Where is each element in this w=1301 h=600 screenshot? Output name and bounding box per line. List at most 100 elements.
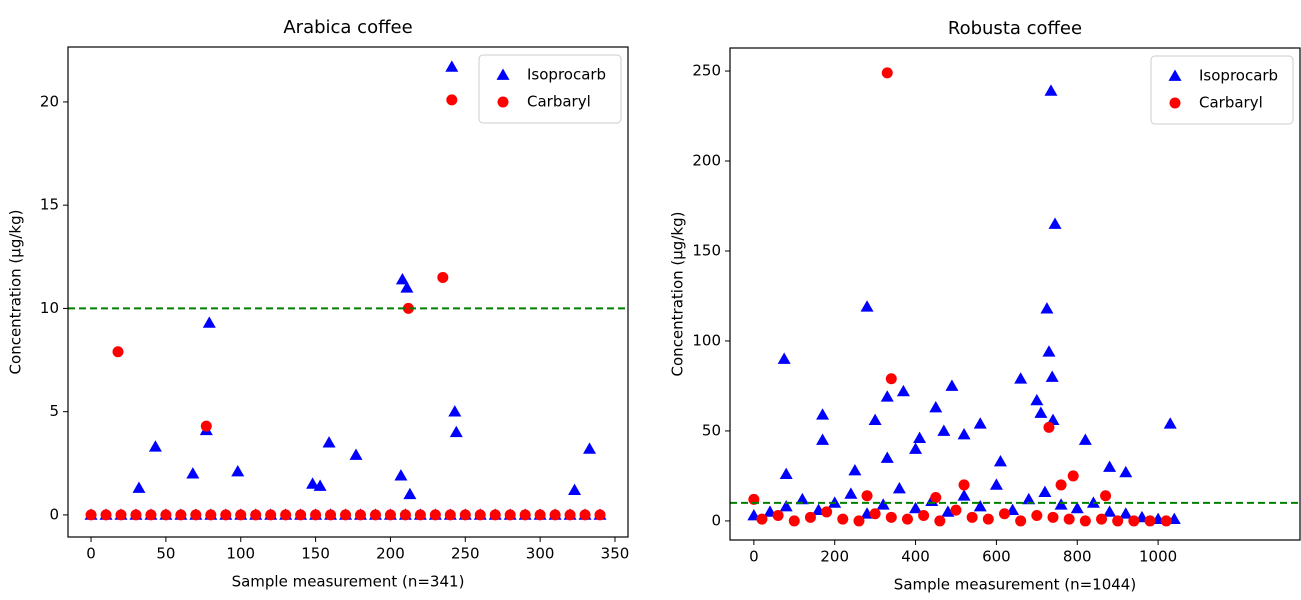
triangle-marker (844, 487, 858, 499)
triangle-marker (1045, 370, 1059, 382)
x-tick-label: 800 (1063, 548, 1092, 566)
circle-marker (1079, 515, 1091, 527)
triangle-marker (993, 455, 1007, 467)
circle-marker (564, 509, 576, 521)
y-tick-label: 50 (702, 421, 721, 439)
y-axis-label: Concentration (μg/kg) (7, 210, 25, 375)
y-tick-label: 100 (692, 331, 721, 349)
triangle-marker (322, 436, 336, 448)
circle-marker (1096, 513, 1108, 525)
triangle-marker (876, 498, 890, 510)
circle-marker (837, 513, 849, 525)
triangle-marker (395, 273, 409, 285)
circle-marker (950, 504, 962, 516)
circle-marker (1100, 490, 1112, 502)
triangle-marker (989, 478, 1003, 490)
circle-marker (594, 509, 606, 521)
circle-marker (175, 509, 187, 521)
circle-marker (869, 508, 881, 520)
circle-marker (190, 509, 202, 521)
circle-marker (853, 515, 865, 527)
triangle-marker (945, 379, 959, 391)
triangle-marker (1038, 485, 1052, 498)
triangle-marker (306, 477, 320, 489)
triangle-marker (779, 467, 793, 480)
triangle-marker (202, 316, 216, 328)
x-tick-label: 0 (86, 545, 96, 563)
circle-marker (1015, 515, 1027, 527)
triangle-marker (1103, 505, 1117, 517)
circle-marker (369, 509, 381, 521)
circle-marker (1160, 515, 1172, 527)
circle-marker (205, 509, 217, 521)
x-tick-label: 0 (749, 548, 759, 566)
circle-marker (250, 509, 262, 521)
triangle-marker (868, 413, 882, 426)
x-tick-label: 100 (226, 545, 255, 563)
triangle-marker (1022, 492, 1036, 505)
triangle-marker (880, 451, 894, 463)
triangle-marker (1044, 84, 1058, 96)
triangle-marker (779, 500, 793, 512)
triangle-marker (1070, 501, 1084, 514)
circle-marker (998, 508, 1010, 520)
circle-marker (325, 509, 337, 521)
triangle-marker (909, 442, 923, 454)
circle-marker (756, 513, 768, 525)
triangle-marker (400, 281, 414, 293)
circle-marker (402, 302, 414, 314)
circle-marker (519, 509, 531, 521)
x-tick-label: 250 (451, 545, 480, 563)
triangle-marker (880, 390, 894, 402)
triangle-marker (860, 300, 874, 312)
triangle-marker (449, 425, 463, 438)
circle-marker (112, 346, 124, 358)
legend-label: Carbaryl (1199, 94, 1263, 112)
circle-marker (1043, 421, 1055, 433)
triangle-marker (1014, 372, 1028, 384)
circle-marker (579, 509, 591, 521)
circle-marker (1128, 515, 1140, 527)
circle-marker (930, 492, 942, 504)
triangle-marker (186, 467, 200, 479)
circle-marker (1055, 479, 1067, 491)
circle-marker (295, 509, 307, 521)
y-tick-label: 15 (40, 196, 59, 214)
y-tick-label: 5 (49, 402, 59, 420)
y-tick-label: 0 (49, 505, 59, 523)
circle-marker (788, 515, 800, 527)
circle-marker (384, 509, 396, 521)
circle-marker (885, 511, 897, 523)
triangle-marker (349, 448, 363, 460)
circle-marker (437, 271, 449, 283)
circle-marker (200, 420, 212, 432)
circle-marker (474, 509, 486, 521)
y-tick-label: 0 (711, 511, 721, 529)
triangle-marker (941, 505, 955, 517)
circle-marker (821, 506, 833, 518)
triangle-marker (1119, 465, 1133, 478)
triangle-marker (132, 481, 146, 493)
triangle-marker (892, 482, 906, 494)
triangle-marker (496, 68, 510, 80)
circle-marker (534, 509, 546, 521)
legend-box (1150, 55, 1294, 125)
circle-marker (115, 509, 127, 521)
chart-title: Robusta coffee (948, 18, 1082, 39)
circle-marker (958, 479, 970, 491)
triangle-marker (1168, 69, 1182, 81)
circle-marker (399, 509, 411, 521)
x-tick-label: 300 (526, 545, 555, 563)
circle-marker (1063, 513, 1075, 525)
circle-marker (235, 509, 247, 521)
circle-marker (100, 509, 112, 521)
x-tick-label: 400 (901, 548, 930, 566)
triangle-marker (445, 60, 459, 72)
chart-title: Arabica coffee (283, 17, 412, 38)
triangle-marker (313, 479, 327, 491)
x-tick-label: 50 (156, 545, 175, 563)
circle-marker (220, 509, 232, 521)
circle-marker (130, 509, 142, 521)
circle-marker (861, 490, 873, 502)
